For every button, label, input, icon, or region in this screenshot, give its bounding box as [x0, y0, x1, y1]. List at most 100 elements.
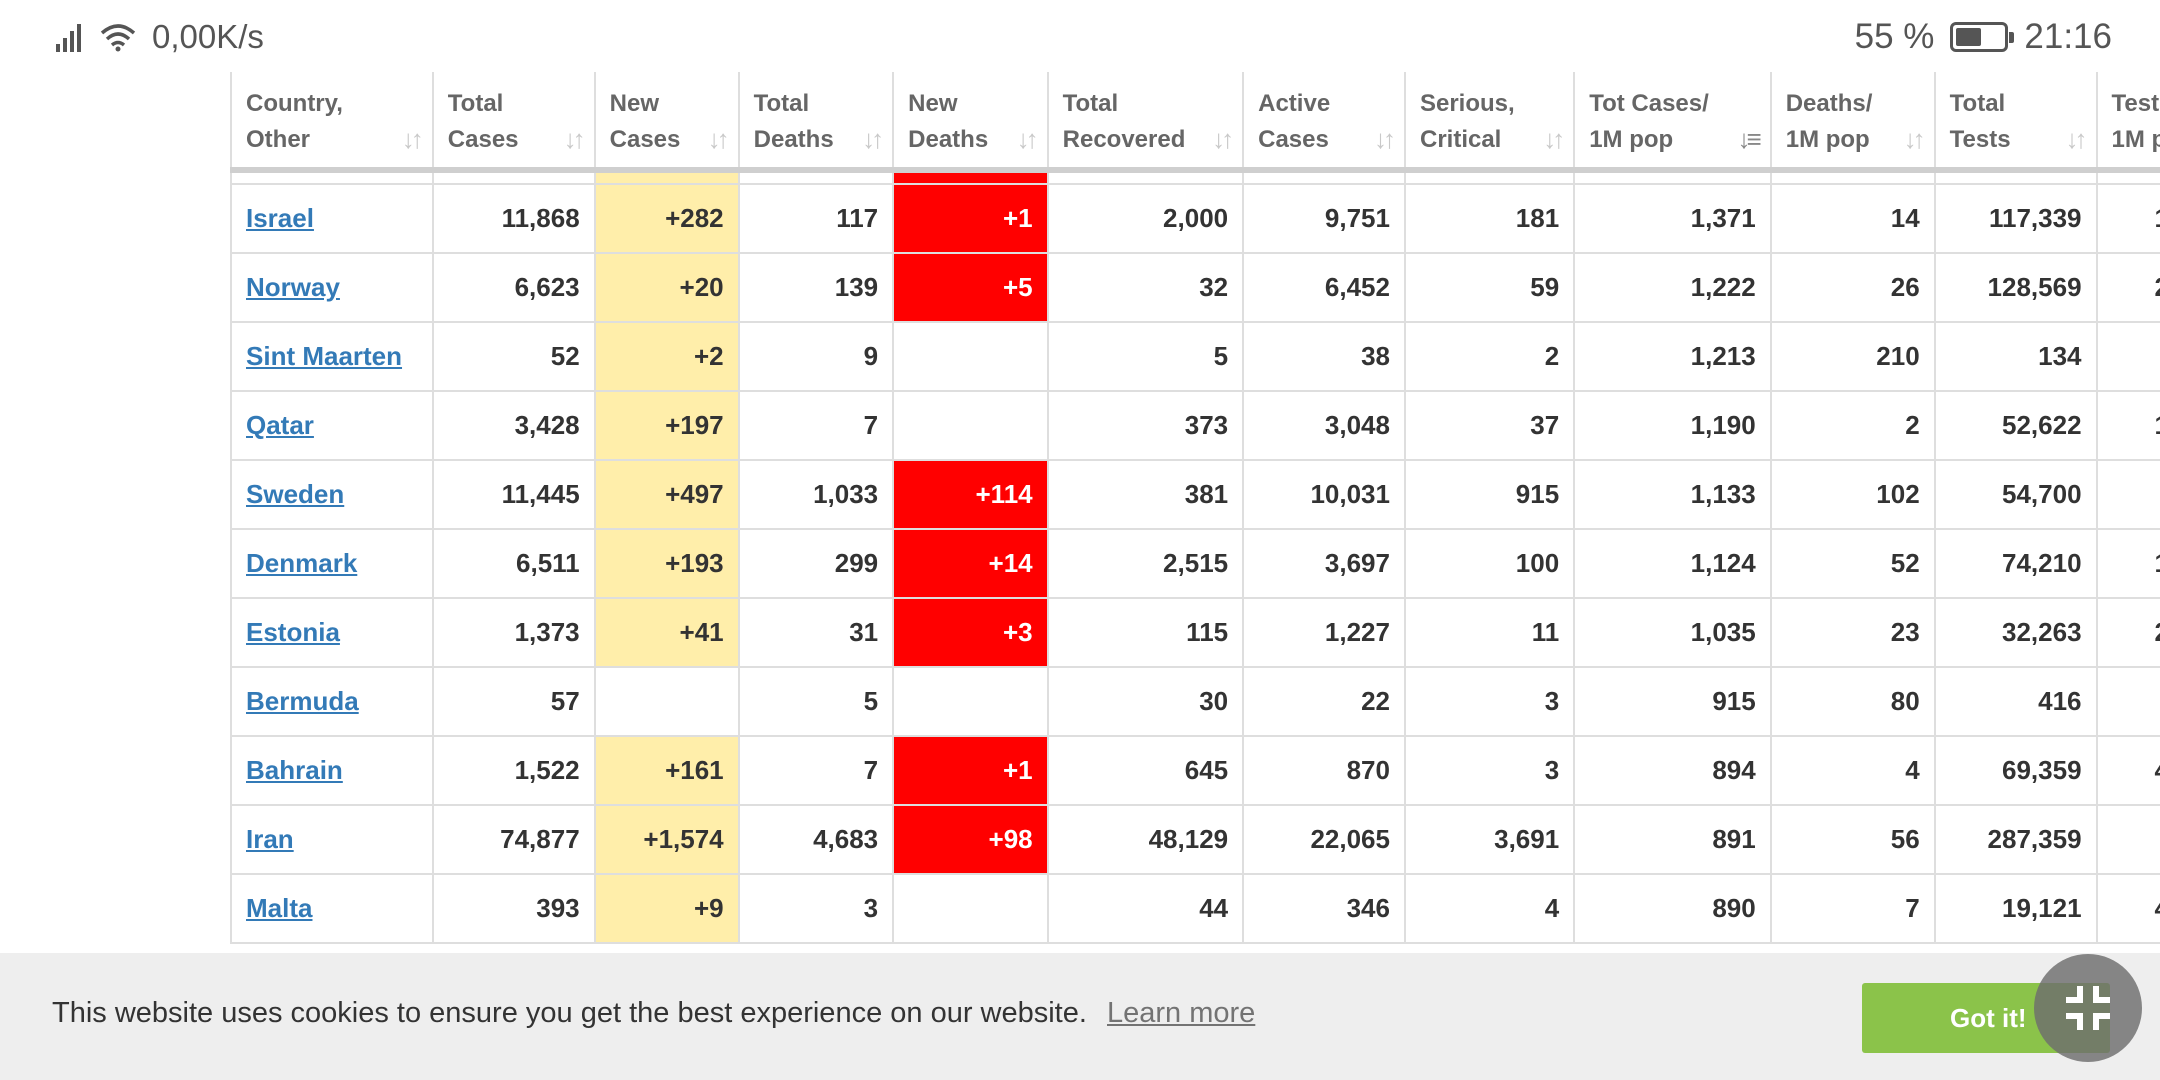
data-cell: +41: [594, 598, 740, 668]
data-cell: 10,031: [1243, 460, 1406, 530]
covid-table-container[interactable]: Country, Other ↓↑ Total Cases ↓↑ New Cases ↓↑ Tot…: [230, 72, 2160, 952]
country-link[interactable]: Bermuda: [246, 686, 359, 716]
learn-more-link[interactable]: Learn more: [1107, 997, 1256, 1029]
data-cell: 1,373: [432, 598, 596, 668]
country-link[interactable]: Israel: [246, 203, 314, 233]
spacer-cell: [1574, 170, 1772, 185]
column-header-line2: Cases: [1258, 126, 1329, 153]
cookie-message: This website uses cookies to ensure you …: [52, 997, 1087, 1029]
data-cell: 11,868: [432, 184, 596, 254]
data-cell: [893, 667, 1049, 737]
data-cell: 915: [1574, 667, 1772, 737]
table-row: Israel 11,868 +282 117 +1 2,000 9,751 181 1,371 1…: [230, 184, 2160, 254]
column-header-line1: Total: [1062, 90, 1119, 117]
data-cell: +5: [893, 253, 1049, 323]
sort-active-icon[interactable]: ↓≡: [1737, 124, 1762, 154]
country-cell: Bermuda: [230, 667, 434, 737]
spacer-cell: [2096, 170, 2160, 185]
signal-icon: [56, 24, 81, 52]
country-cell: Denmark: [230, 529, 434, 599]
data-cell: 299: [738, 529, 895, 599]
spacer-cell: [1243, 170, 1406, 185]
exit-fullscreen-button[interactable]: [2034, 954, 2142, 1062]
country-cell: Sweden: [230, 460, 434, 530]
column-header-line1: Active: [1258, 90, 1331, 117]
column-header-line2: Other: [246, 126, 311, 153]
column-header[interactable]: Total Recovered ↓↑: [1047, 72, 1245, 173]
data-cell: 181: [1404, 184, 1576, 254]
column-header[interactable]: Total Cases ↓↑: [432, 72, 596, 173]
column-header[interactable]: New Cases ↓↑: [594, 72, 740, 173]
covid-table: Country, Other ↓↑ Total Cases ↓↑ New Cases ↓↑ Tot…: [230, 72, 2160, 944]
country-link[interactable]: Malta: [246, 893, 313, 923]
column-header[interactable]: Tot Cases/1M pop ↓≡: [1574, 72, 1772, 173]
country-link[interactable]: Denmark: [246, 548, 358, 578]
sort-icon[interactable]: ↓↑: [563, 124, 586, 154]
sort-icon[interactable]: ↓↑: [1016, 124, 1039, 154]
column-header[interactable]: New Deaths ↓↑: [893, 72, 1049, 173]
data-cell: 5: [738, 667, 895, 737]
column-header-line2: Deaths: [753, 126, 834, 153]
sort-icon[interactable]: ↓↑: [1903, 124, 1926, 154]
data-cell: 393: [432, 874, 596, 944]
sort-icon[interactable]: ↓↑: [401, 124, 424, 154]
sort-icon[interactable]: ↓↑: [1373, 124, 1396, 154]
country-link[interactable]: Estonia: [246, 617, 340, 647]
data-cell: +282: [594, 184, 740, 254]
data-cell: 56: [1770, 805, 1936, 875]
data-cell: 38: [1243, 322, 1406, 392]
data-cell: 59: [1404, 253, 1576, 323]
data-cell: 210: [1770, 322, 1936, 392]
network-speed: 0,00K/s: [152, 18, 264, 55]
data-cell: 23: [1770, 598, 1936, 668]
sort-icon[interactable]: ↓↑: [1212, 124, 1234, 154]
sort-icon[interactable]: ↓↑: [862, 124, 884, 154]
data-cell: 870: [1243, 736, 1406, 806]
sort-icon[interactable]: ↓↑: [707, 124, 730, 154]
column-header[interactable]: Tests/1M pop↓↑: [2096, 72, 2160, 173]
data-cell: 3: [1404, 667, 1576, 737]
cookie-message-container: This website uses cookies to ensure you …: [52, 997, 1255, 1030]
data-cell: +3: [893, 598, 1049, 668]
data-cell: 4,683: [738, 805, 895, 875]
country-link[interactable]: Bahrain: [246, 755, 343, 785]
data-cell: 30: [1047, 667, 1245, 737]
data-cell: 1,522: [432, 736, 596, 806]
column-header[interactable]: Serious, Critical ↓↑: [1404, 72, 1576, 173]
data-cell: 3: [738, 874, 895, 944]
column-header[interactable]: Active Cases ↓↑: [1243, 72, 1406, 173]
column-header[interactable]: Total Deaths ↓↑: [738, 72, 895, 173]
data-cell: 14: [1770, 184, 1936, 254]
data-cell: +193: [594, 529, 740, 599]
table-header-row: Country, Other ↓↑ Total Cases ↓↑ New Cases ↓↑ Tot…: [230, 72, 2160, 173]
data-cell: 102: [1770, 460, 1936, 530]
column-header[interactable]: Total Tests ↓↑: [1934, 72, 2098, 173]
country-cell: Norway: [230, 253, 434, 323]
country-link[interactable]: Qatar: [246, 410, 314, 440]
data-cell: 117,339: [1934, 184, 2098, 254]
data-cell: 18,265: [2096, 391, 2160, 461]
country-link[interactable]: Iran: [246, 824, 294, 854]
column-header[interactable]: Country, Other ↓↑: [230, 72, 434, 173]
column-header[interactable]: Deaths/1M pop ↓↑: [1770, 72, 1936, 173]
data-cell: 139: [738, 253, 895, 323]
data-cell: 894: [1574, 736, 1772, 806]
sort-icon[interactable]: ↓↑: [2065, 124, 2088, 154]
country-link[interactable]: Norway: [246, 272, 340, 302]
data-cell: 32: [1047, 253, 1245, 323]
data-cell: 3: [1404, 736, 1576, 806]
country-link[interactable]: Sweden: [246, 479, 345, 509]
data-cell: 22: [1243, 667, 1406, 737]
column-header-line2: Recovered: [1062, 126, 1186, 153]
data-cell: 100: [1404, 529, 1576, 599]
country-link[interactable]: Sint Maarten: [246, 341, 403, 371]
country-cell: Israel: [230, 184, 434, 254]
column-header-line1: New: [908, 90, 958, 117]
data-cell: 74,877: [432, 805, 596, 875]
data-cell: +1: [893, 184, 1049, 254]
data-cell: 6,680: [2096, 667, 2160, 737]
sort-icon[interactable]: ↓↑: [1543, 124, 1565, 154]
